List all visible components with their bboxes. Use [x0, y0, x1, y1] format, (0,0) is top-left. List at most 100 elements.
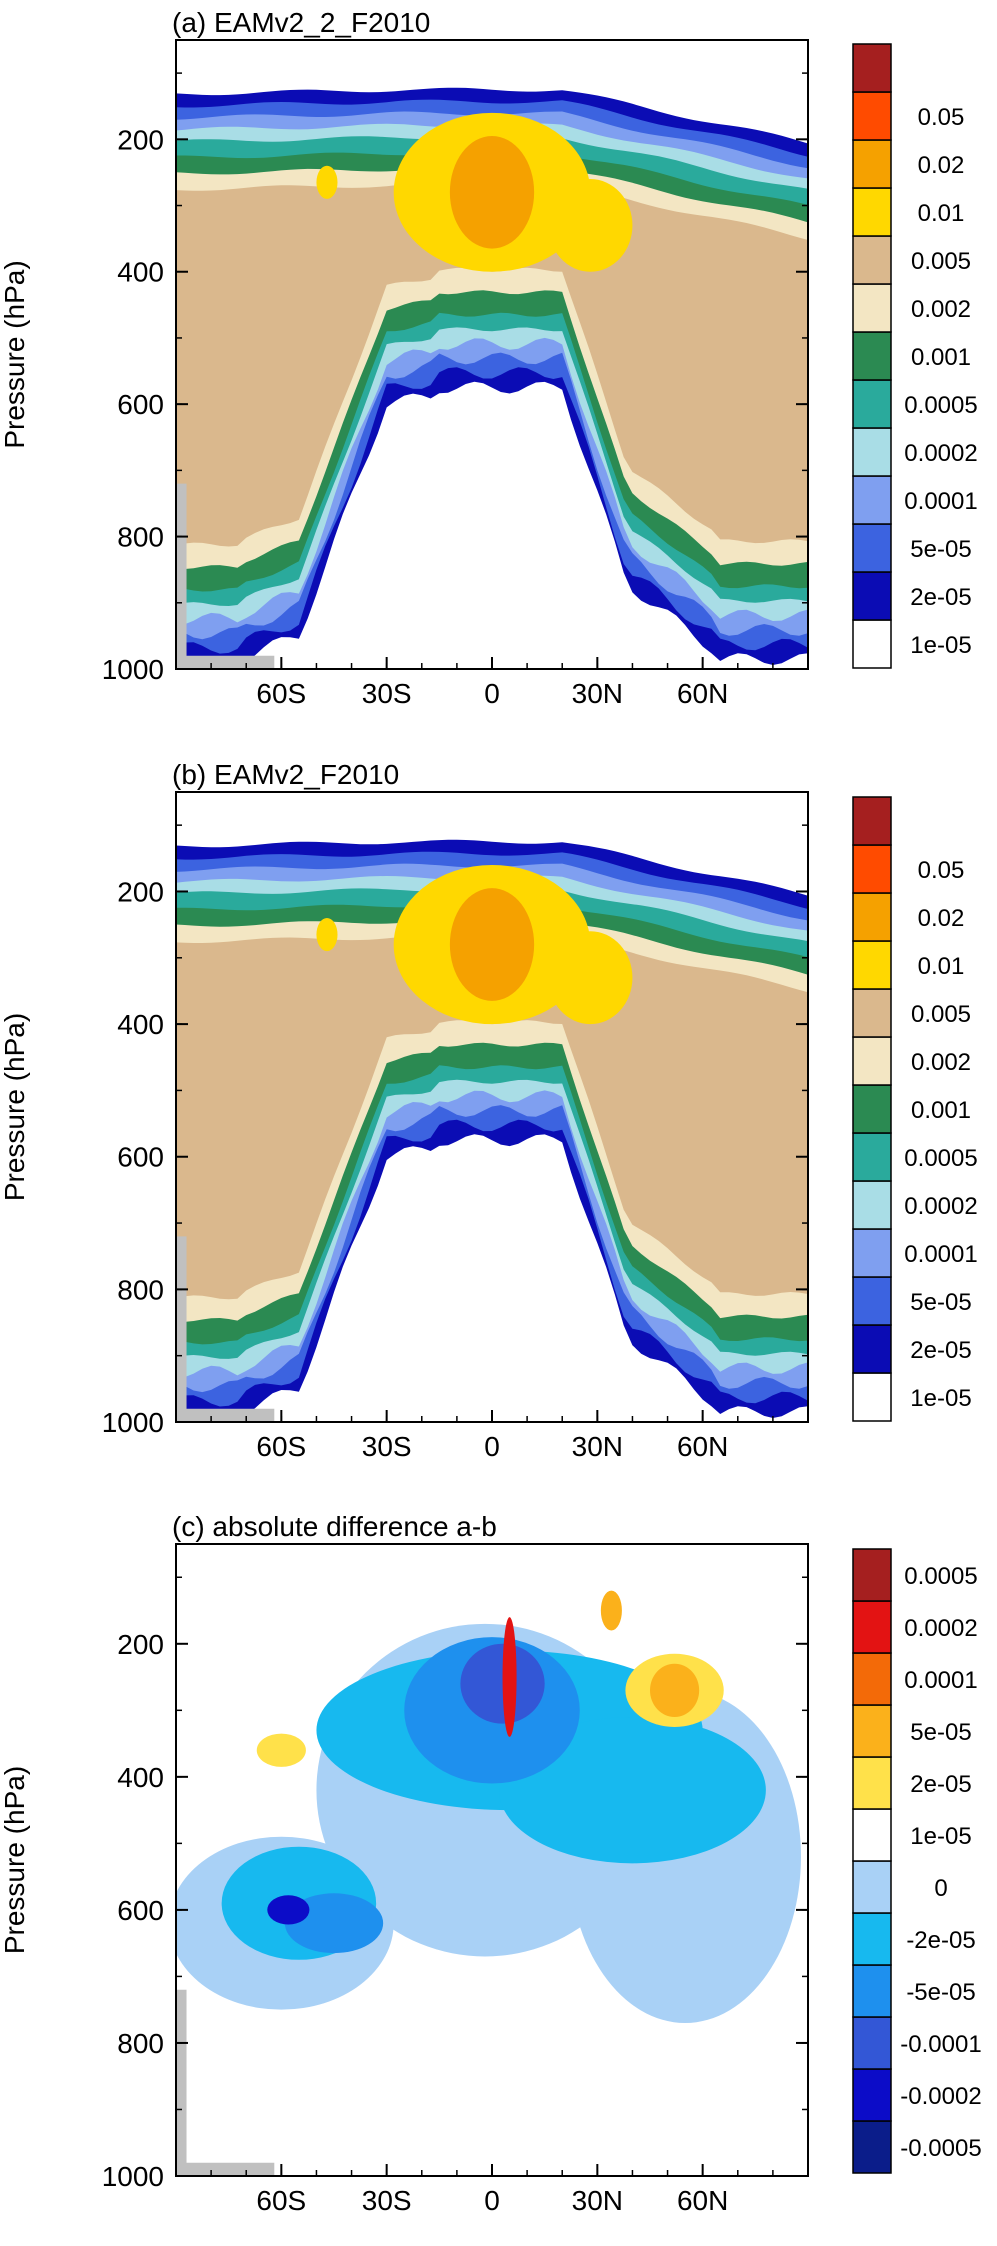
- colorbar-swatch: [852, 283, 892, 333]
- colorbar-label: 0.001: [911, 1097, 971, 1124]
- colorbar-swatch: [852, 1276, 892, 1326]
- panel-title: (a) EAMv2_2_F2010: [172, 7, 430, 38]
- colorbar-label: -0.0002: [900, 2083, 981, 2110]
- y-tick-label: 200: [117, 124, 164, 155]
- x-tick-label: 0: [484, 2185, 500, 2216]
- contour-region: [284, 1893, 384, 1954]
- colorbar-swatch: [852, 1228, 892, 1278]
- contour-field: [176, 839, 808, 1422]
- colorbar-swatch: [852, 427, 892, 477]
- x-tick-label: 30S: [362, 1431, 412, 1462]
- colorbar-swatch: [852, 1652, 892, 1706]
- colorbar-swatch: [852, 91, 892, 141]
- colorbar-swatch: [852, 1036, 892, 1086]
- colorbar-swatch: [852, 139, 892, 189]
- colorbar-label: 0.001: [911, 344, 971, 371]
- colorbar-label: 0.0002: [904, 1193, 977, 1220]
- contour-field: [176, 87, 808, 669]
- colorbar-swatch: [852, 331, 892, 381]
- contour-region: [256, 1733, 306, 1767]
- colorbar-swatch: [852, 940, 892, 990]
- colorbar-swatch: [852, 523, 892, 573]
- colorbar-swatch: [852, 1808, 892, 1862]
- colorbar-label: 0.0001: [904, 1667, 977, 1694]
- x-tick-label: 30N: [572, 1431, 623, 1462]
- y-tick-label: 600: [117, 389, 164, 420]
- colorbar-label: 0.005: [911, 1001, 971, 1028]
- x-tick-label: 60N: [677, 1431, 728, 1462]
- y-tick-label: 200: [117, 876, 164, 907]
- colorbar-swatch: [852, 2016, 892, 2070]
- y-tick-label: 800: [117, 2028, 164, 2059]
- colorbar-label: 0.002: [911, 296, 971, 323]
- colorbar-label: 0.0005: [904, 1563, 977, 1590]
- colorbar-label: 0.01: [918, 953, 965, 980]
- colorbar-swatch: [852, 571, 892, 621]
- colorbar-label: -5e-05: [906, 1979, 975, 2006]
- colorbar-swatch: [852, 2068, 892, 2122]
- colorbar-swatch: [852, 1756, 892, 1810]
- panel-title: (b) EAMv2_F2010: [172, 759, 399, 790]
- colorbar-label: 5e-05: [910, 1719, 971, 1746]
- topography-mask: [176, 483, 275, 669]
- y-tick-label: 1000: [102, 654, 164, 685]
- y-tick-label: 800: [117, 522, 164, 553]
- x-tick-label: 60S: [256, 678, 306, 709]
- x-tick-label: 30N: [572, 678, 623, 709]
- y-tick-label: 1000: [102, 2161, 164, 2192]
- y-axis-label: Pressure (hPa): [0, 1766, 30, 1954]
- y-axis-label: Pressure (hPa): [0, 1013, 30, 1201]
- x-tick-label: 60N: [677, 678, 728, 709]
- colorbar-swatch: [852, 1324, 892, 1374]
- colorbar-swatch: [852, 379, 892, 429]
- contour-maximum: [548, 179, 633, 272]
- colorbar-swatch: [852, 43, 892, 93]
- colorbar-swatch: [852, 2120, 892, 2174]
- colorbar-swatch: [852, 1860, 892, 1914]
- y-tick-label: 600: [117, 1142, 164, 1173]
- y-tick-label: 1000: [102, 1407, 164, 1438]
- colorbar-label: -0.0005: [900, 2135, 981, 2162]
- panel-title: (c) absolute difference a-b: [172, 1511, 497, 1542]
- y-tick-label: 200: [117, 1629, 164, 1660]
- colorbar-label: 0: [934, 1875, 947, 1902]
- colorbar: -0.0005 -0.0002 -0.0001 -5e-05 -2e-05 0 1e-05 2…: [852, 1548, 982, 2174]
- x-tick-label: 0: [484, 678, 500, 709]
- contour-maximum: [449, 136, 535, 249]
- chart-panel-c: [176, 1590, 801, 2176]
- colorbar-label: 2e-05: [910, 584, 971, 611]
- y-tick-label: 400: [117, 1762, 164, 1793]
- colorbar-swatch: [852, 1548, 892, 1602]
- contour-region: [499, 1716, 766, 1864]
- colorbar-swatch: [852, 1704, 892, 1758]
- colorbar-swatch: [852, 988, 892, 1038]
- colorbar-label: 5e-05: [910, 1289, 971, 1316]
- colorbar-label: 0.005: [911, 248, 971, 275]
- colorbar-label: 0.02: [918, 905, 965, 932]
- colorbar-swatch: [852, 1964, 892, 2018]
- colorbar-label: 1e-05: [910, 1823, 971, 1850]
- colorbar-swatch: [852, 1912, 892, 1966]
- contour-region: [650, 1663, 700, 1717]
- colorbar-label: 2e-05: [910, 1771, 971, 1798]
- contour-band: [176, 183, 808, 547]
- colorbar-label: 0.0005: [904, 392, 977, 419]
- y-tick-label: 800: [117, 1274, 164, 1305]
- colorbar-label: 0.002: [911, 1049, 971, 1076]
- colorbar-label: 0.0001: [904, 1241, 977, 1268]
- contour-band: [176, 935, 808, 1300]
- y-tick-label: 400: [117, 257, 164, 288]
- x-tick-label: 60S: [256, 1431, 306, 1462]
- topography-mask: [176, 1989, 275, 2176]
- colorbar-swatch: [852, 892, 892, 942]
- chart-panel-a: [176, 87, 808, 669]
- colorbar-label: 0.02: [918, 152, 965, 179]
- colorbar-label: 0.0002: [904, 1615, 977, 1642]
- axes-2: (c) absolute difference a-b Pressure (hPa…: [0, 1511, 982, 2216]
- contour-region: [502, 1617, 517, 1737]
- x-tick-label: 0: [484, 1431, 500, 1462]
- colorbar-swatch: [852, 796, 892, 846]
- colorbar-label: 0.0001: [904, 488, 977, 515]
- topography-mask: [176, 1236, 275, 1422]
